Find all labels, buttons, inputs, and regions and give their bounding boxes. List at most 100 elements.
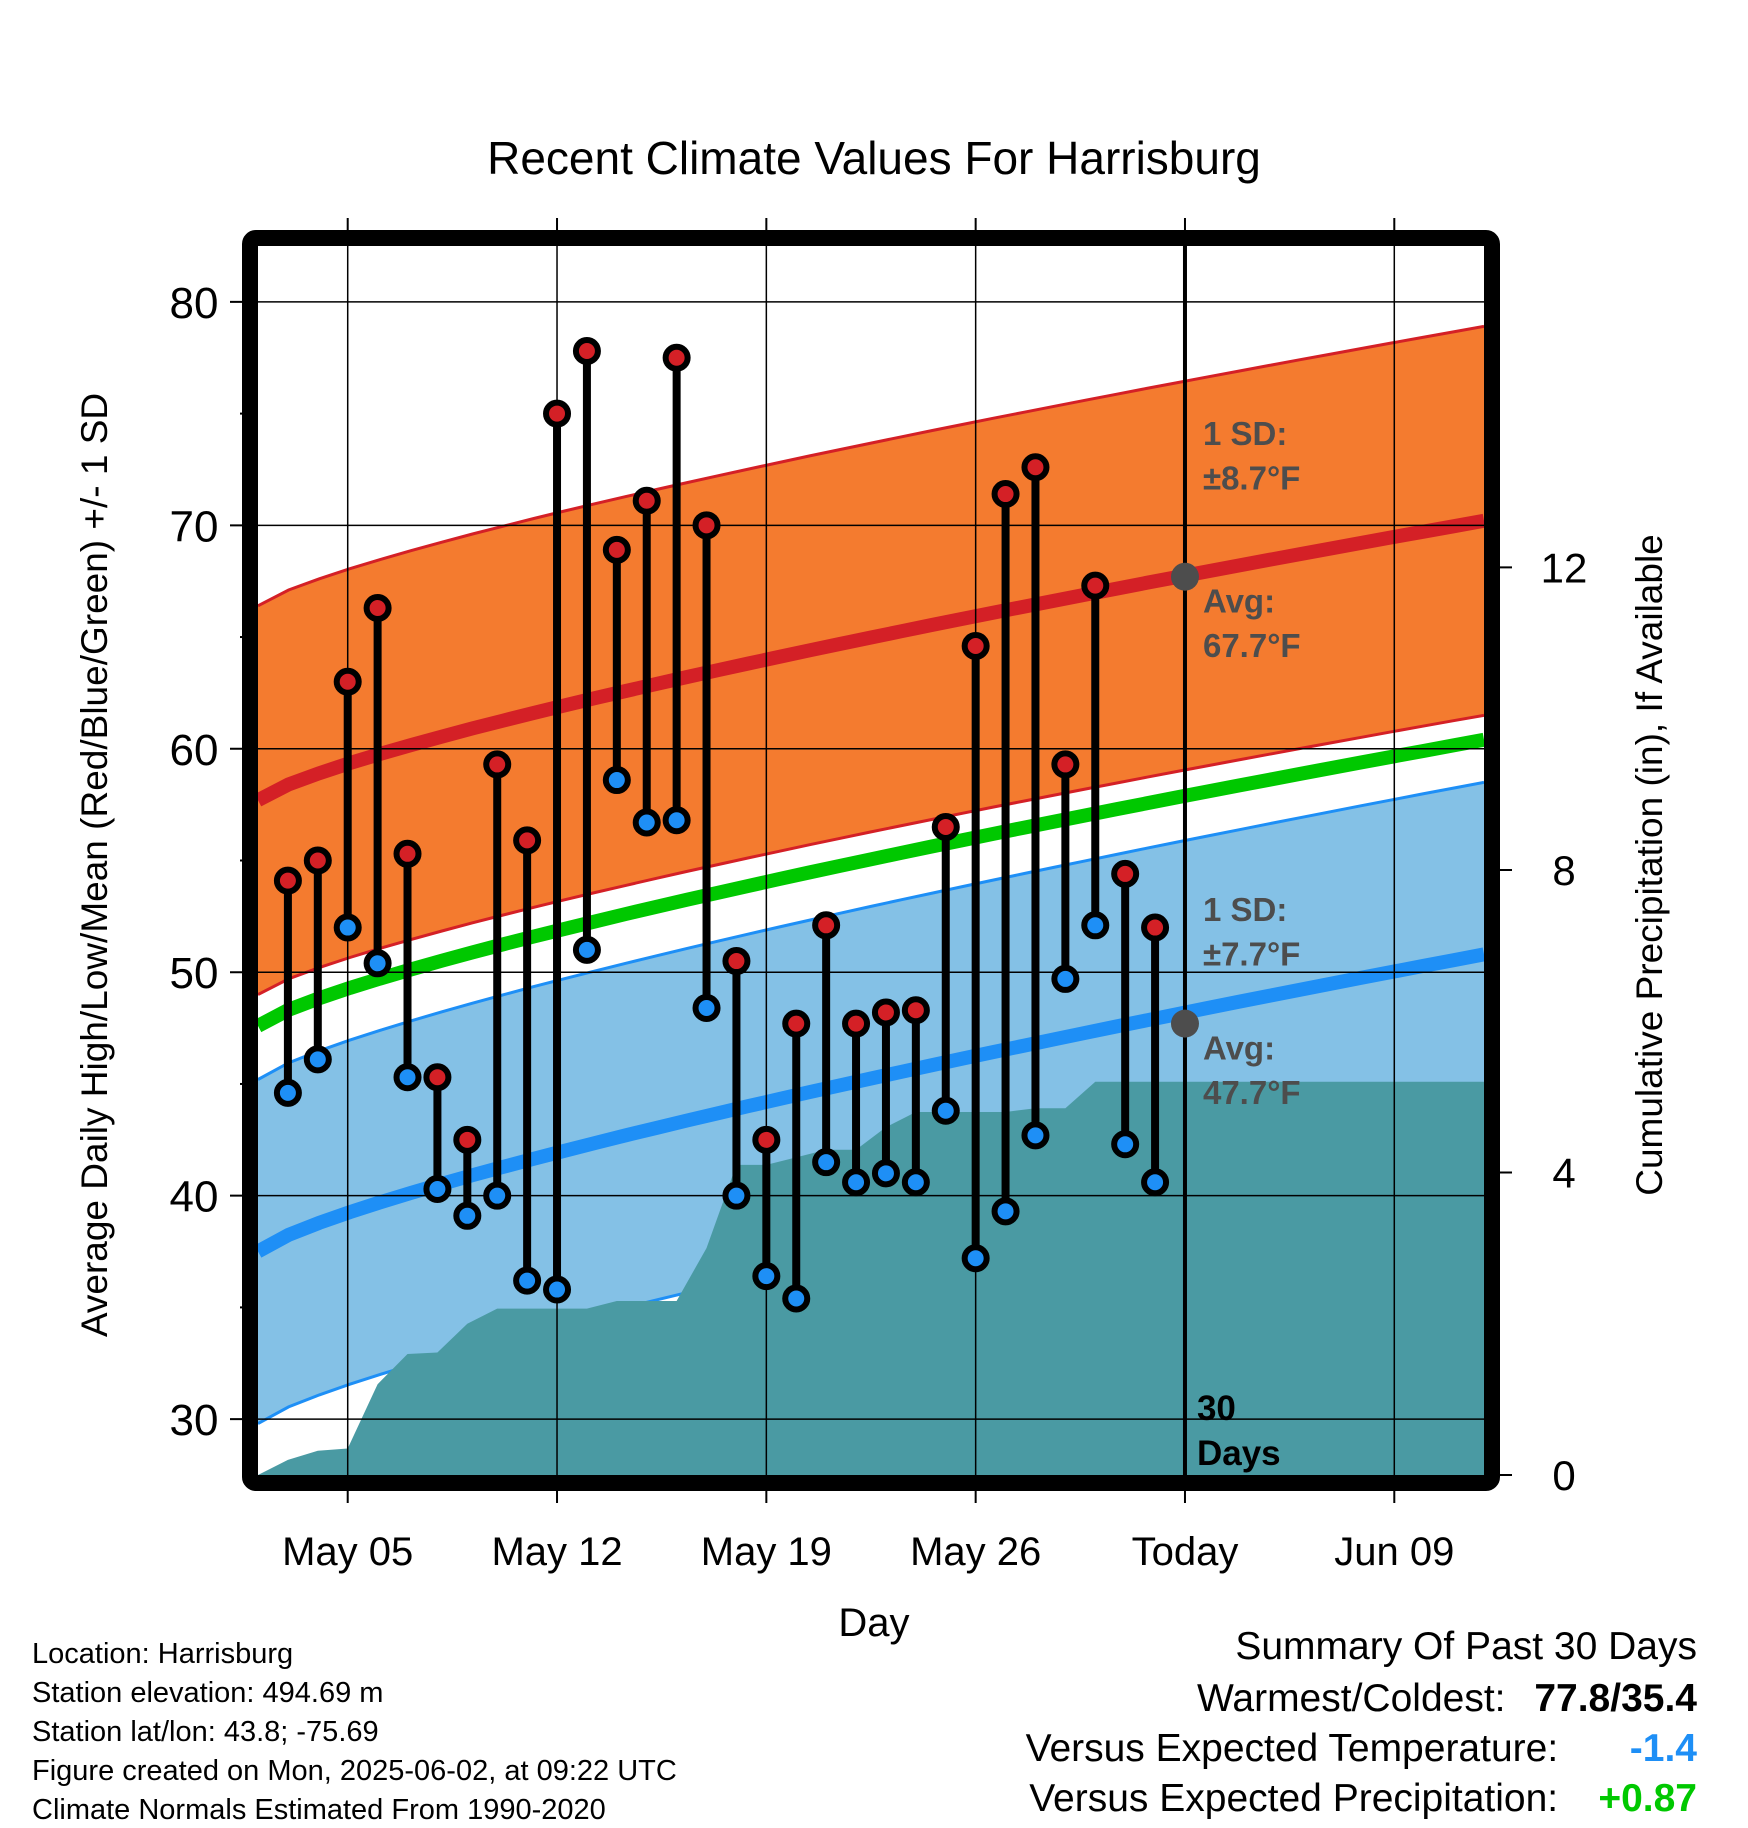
low-point	[1081, 911, 1110, 940]
low-sd-upper-edge	[258, 780, 1484, 1081]
low-point	[393, 1063, 422, 1092]
low-point	[752, 1262, 781, 1291]
summary-precipitation-label: Versus Expected Precipitation:	[1029, 1777, 1559, 1820]
summary-precipitation: Versus Expected Precipitation: +0.87	[1029, 1777, 1697, 1821]
x-tick-label: May 12	[491, 1530, 622, 1574]
high-point	[1021, 453, 1050, 482]
high-point	[812, 911, 841, 940]
low-point	[871, 1159, 900, 1188]
low-point	[662, 806, 691, 835]
days-count: 30	[1197, 1389, 1236, 1428]
low-point	[632, 808, 661, 837]
high-avg-marker	[1170, 562, 1199, 591]
summary-temperature-value: -1.4	[1629, 1727, 1697, 1770]
y2-tick-label: 12	[1541, 544, 1588, 591]
low-point	[602, 766, 631, 795]
low-point	[543, 1275, 572, 1304]
low-sd-label: 1 SD:	[1203, 891, 1287, 928]
summary-warmest-coldest: Warmest/Coldest: 77.8/35.4	[1197, 1677, 1697, 1721]
low-point	[901, 1168, 930, 1197]
high-point	[543, 399, 572, 428]
low-point	[363, 949, 392, 978]
low-point	[483, 1181, 512, 1210]
high-sd-label: 1 SD:	[1203, 415, 1287, 452]
y2-tick-label: 4	[1552, 1149, 1575, 1196]
high-point	[572, 337, 601, 366]
footer-created: Figure created on Mon, 2025-06-02, at 09…	[32, 1755, 677, 1787]
footer-location: Location: Harrisburg	[32, 1638, 294, 1670]
precip-area	[258, 1081, 1484, 1475]
high-point	[1081, 571, 1110, 600]
x-tick-label: May 26	[910, 1530, 1041, 1574]
high-point	[513, 826, 542, 855]
high-point	[423, 1063, 452, 1092]
y2-axis-label: Cumulative Precipitation (in), If Availa…	[1629, 534, 1670, 1196]
high-point	[303, 846, 332, 875]
y-tick-label: 60	[170, 726, 219, 775]
summary-temperature-label: Versus Expected Temperature:	[1025, 1727, 1559, 1770]
high-point	[842, 1009, 871, 1038]
high-avg-label: Avg:	[1203, 582, 1275, 619]
low-point	[1021, 1121, 1050, 1150]
low-point	[1111, 1130, 1140, 1159]
low-point	[782, 1284, 811, 1313]
mean-avg-line	[258, 732, 1484, 1033]
high-avg-value: 67.7°F	[1203, 627, 1301, 664]
low-point	[692, 993, 721, 1022]
high-point	[662, 343, 691, 372]
low-point	[1141, 1168, 1170, 1197]
y-tick-label: 30	[170, 1396, 219, 1445]
low-point	[931, 1096, 960, 1125]
footer-normals: Climate Normals Estimated From 1990-2020	[32, 1794, 606, 1826]
low-point	[812, 1148, 841, 1177]
high-sd-lower-edge	[258, 713, 1484, 996]
low-point	[453, 1201, 482, 1230]
high-point	[782, 1009, 811, 1038]
low-point	[991, 1197, 1020, 1226]
high-point	[393, 839, 422, 868]
footer-elevation: Station elevation: 494.69 m	[32, 1677, 384, 1709]
low-point	[722, 1181, 751, 1210]
days-word: Days	[1197, 1434, 1281, 1473]
high-point	[363, 593, 392, 622]
high-point	[901, 996, 930, 1025]
x-axis-label: Day	[838, 1601, 909, 1645]
high-point	[871, 998, 900, 1027]
low-point	[423, 1174, 452, 1203]
y-tick-label: 50	[170, 949, 219, 998]
high-point	[991, 480, 1020, 509]
high-sd-band	[258, 326, 1484, 995]
low-point	[1051, 964, 1080, 993]
y-tick-label: 70	[170, 502, 219, 551]
high-point	[1111, 859, 1140, 888]
y-axis-label: Average Daily High/Low/Mean (Red/Blue/Gr…	[74, 393, 115, 1337]
low-sd-band	[258, 782, 1484, 1424]
high-point	[1051, 750, 1080, 779]
summary-warmest-coldest-label: Warmest/Coldest:	[1197, 1677, 1506, 1720]
low-sd-value: ±7.7°F	[1203, 936, 1300, 973]
x-tick-label: Today	[1132, 1530, 1239, 1574]
x-tick-label: Jun 09	[1334, 1530, 1454, 1574]
high-point	[1141, 913, 1170, 942]
summary-title: Summary Of Past 30 Days	[1235, 1625, 1697, 1668]
low-point	[333, 913, 362, 942]
low-avg-marker	[1170, 1009, 1199, 1038]
x-tick-label: May 19	[701, 1530, 832, 1574]
high-avg-line	[258, 513, 1484, 807]
low-avg-line	[258, 947, 1484, 1258]
high-point	[752, 1125, 781, 1154]
plot-clipped	[258, 246, 1484, 1475]
y-tick-label: 40	[170, 1173, 219, 1222]
high-point	[692, 511, 721, 540]
low-point	[513, 1266, 542, 1295]
low-avg-label: Avg:	[1203, 1029, 1275, 1066]
low-point	[961, 1244, 990, 1273]
high-point	[931, 812, 960, 841]
low-point	[572, 935, 601, 964]
footer-latlon: Station lat/lon: 43.8; -75.69	[32, 1716, 379, 1748]
high-point	[453, 1125, 482, 1154]
high-point	[722, 947, 751, 976]
y-tick-label: 80	[170, 279, 219, 328]
high-point	[632, 486, 661, 515]
